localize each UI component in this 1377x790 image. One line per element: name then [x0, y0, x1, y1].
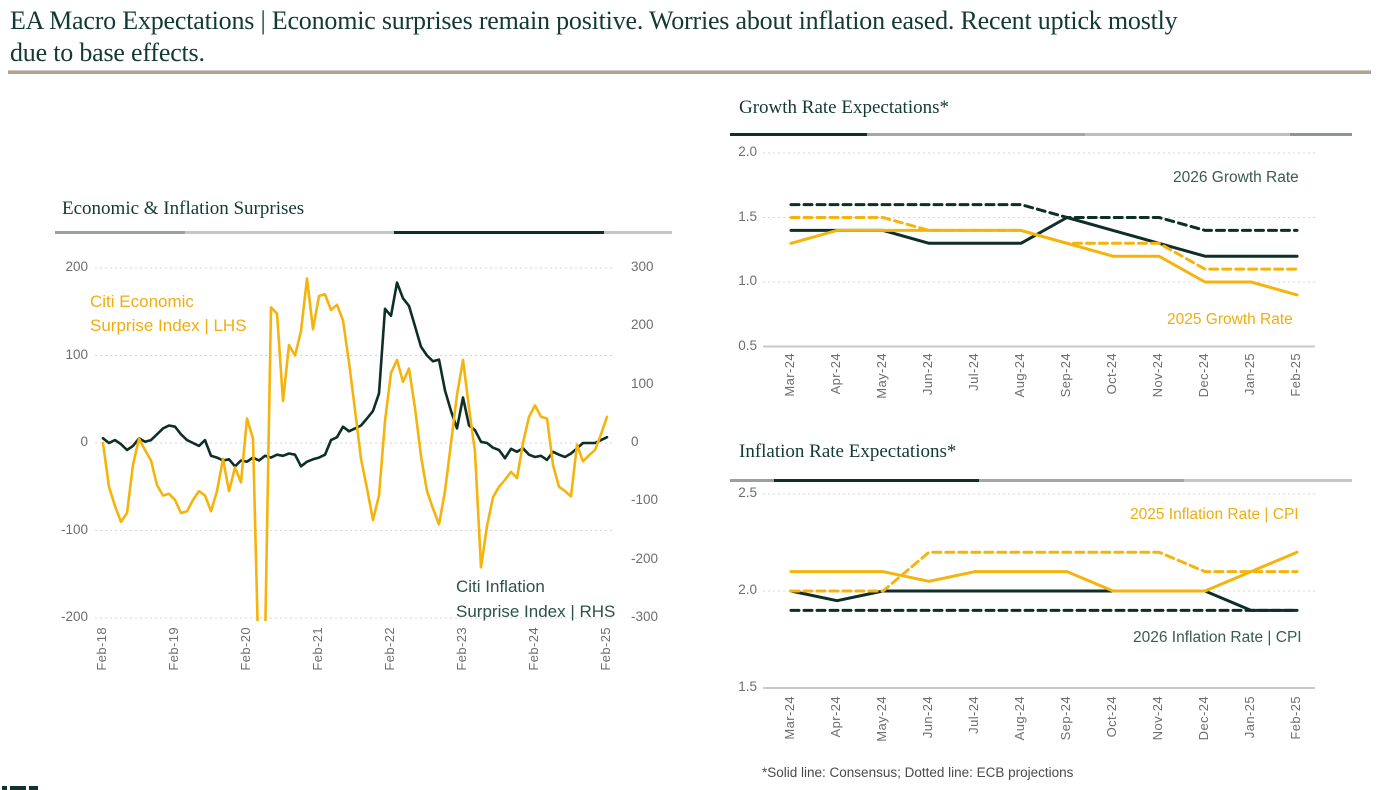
x-tick-label: Feb-21: [310, 627, 325, 671]
y-tick-label-lhs: 0: [80, 434, 88, 449]
series-line-2025-inflation-rate-consensus: [789, 550, 1299, 593]
series-line-2026-inflation-rate-consensus: [789, 589, 1299, 612]
partial-logo: [2, 786, 38, 790]
legend-line-2: Surprise Index | RHS: [456, 602, 616, 621]
page-title: EA Macro Expectations | Economic surpris…: [10, 6, 1178, 68]
x-tick-label: May-24: [874, 353, 889, 399]
y-tick-label-lhs: 100: [65, 346, 88, 362]
y-tick-label: 1.0: [738, 273, 757, 288]
growth-chart-title: Growth Rate Expectations*: [739, 97, 950, 118]
inflation-series: [789, 550, 1299, 612]
y-tick-label: 2.0: [738, 582, 757, 597]
y-tick-label-lhs: -100: [60, 521, 88, 537]
title-separator: [8, 70, 1371, 74]
growth-series: [789, 203, 1299, 297]
series-line-2025-growth-rate-ecb-projections: [789, 216, 1299, 271]
x-tick-label: Aug-24: [1012, 696, 1027, 741]
legend-2026-inflation: 2026 Inflation Rate | CPI: [1133, 629, 1302, 646]
x-tick-label: Jul-24: [966, 696, 981, 734]
x-tick-label: Feb-24: [526, 627, 541, 671]
x-tick-label: Aug-24: [1012, 353, 1027, 398]
x-tick-label: Jun-24: [920, 696, 935, 739]
series-line-2026-growth-rate-consensus: [789, 216, 1299, 258]
x-tick-label: Jan-25: [1242, 353, 1257, 396]
x-tick-label: Sep-24: [1058, 696, 1073, 741]
x-tick-label: Apr-24: [828, 696, 843, 738]
x-tick-label: May-24: [874, 696, 889, 742]
x-tick-label: Mar-24: [782, 696, 797, 740]
legend-2025-inflation: 2025 Inflation Rate | CPI: [1130, 506, 1299, 523]
series-line-2026-growth-rate-ecb-projections: [789, 203, 1299, 232]
y-tick-label: 1.5: [738, 679, 757, 694]
x-tick-label: Mar-24: [782, 353, 797, 397]
x-tick-label: Feb-25: [1288, 696, 1303, 740]
x-tick-label: Feb-23: [454, 627, 469, 671]
y-tick-label-rhs: 200: [631, 317, 654, 333]
y-tick-label: 1.5: [738, 208, 757, 224]
x-tick-label: Apr-24: [828, 353, 843, 395]
y-tick-label-lhs: -200: [60, 609, 88, 624]
growth-title-rule: [730, 133, 1352, 136]
x-tick-label: Feb-25: [598, 627, 613, 671]
y-tick-label-rhs: 100: [631, 375, 654, 391]
inflation-chart-title: Inflation Rate Expectations*: [739, 441, 957, 462]
legend-2026-growth: 2026 Growth Rate: [1173, 169, 1299, 186]
series-line-2025-inflation-rate-ecb-projections: [789, 550, 1299, 593]
y-tick-label-rhs: 0: [631, 434, 639, 449]
surprises-chart-title: Economic & Inflation Surprises: [62, 198, 305, 219]
x-tick-label: Dec-24: [1196, 696, 1211, 741]
x-tick-label: Feb-20: [238, 627, 253, 671]
y-tick-label: 2.5: [738, 485, 757, 500]
x-tick-label: Dec-24: [1196, 353, 1211, 398]
x-tick-label: Feb-19: [166, 627, 181, 671]
x-tick-label: Oct-24: [1104, 696, 1119, 738]
series-line-2025-growth-rate-consensus: [789, 228, 1299, 297]
y-tick-label-rhs: -200: [631, 550, 659, 566]
inflation-title-rule: [730, 479, 1352, 482]
y-tick-label-rhs: -300: [631, 609, 659, 624]
y-tick-label-rhs: 300: [631, 259, 654, 274]
x-tick-label: Feb-22: [382, 627, 397, 671]
surprises-title-rule: [55, 231, 672, 234]
y-tick-label: 0.5: [738, 337, 757, 353]
legend-line-1: Citi Inflation: [456, 577, 545, 596]
legend-line-1: Citi Economic: [90, 292, 194, 311]
x-tick-label: Jun-24: [920, 353, 935, 396]
y-tick-label-rhs: -100: [631, 492, 659, 508]
x-tick-label: Oct-24: [1104, 353, 1119, 395]
legend-2025-growth: 2025 Growth Rate: [1167, 311, 1293, 328]
legend-citi-economic: Citi Economic Surprise Index | LHS: [90, 290, 247, 338]
legend-line-2: Surprise Index | LHS: [90, 316, 247, 335]
x-tick-label: Feb-18: [94, 627, 109, 671]
x-tick-label: Nov-24: [1150, 353, 1165, 398]
legend-citi-inflation: Citi Inflation Surprise Index | RHS: [456, 574, 615, 624]
x-tick-label: Jan-25: [1242, 696, 1257, 739]
chart-footnote: *Solid line: Consensus; Dotted line: ECB…: [762, 765, 1074, 780]
x-tick-label: Sep-24: [1058, 353, 1073, 398]
x-tick-label: Feb-25: [1288, 353, 1303, 397]
y-tick-label: 2.0: [738, 144, 757, 159]
y-tick-label-lhs: 200: [65, 259, 88, 274]
x-tick-label: Jul-24: [966, 353, 981, 391]
x-tick-label: Nov-24: [1150, 696, 1165, 741]
